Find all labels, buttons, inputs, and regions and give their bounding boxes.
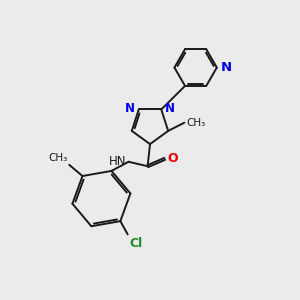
Text: N: N [125,101,135,115]
Text: O: O [168,152,178,165]
Text: HN: HN [109,155,126,168]
Text: CH₃: CH₃ [49,153,68,164]
Text: CH₃: CH₃ [187,118,206,128]
Text: N: N [165,101,175,115]
Text: N: N [221,61,232,74]
Text: Cl: Cl [129,237,142,250]
